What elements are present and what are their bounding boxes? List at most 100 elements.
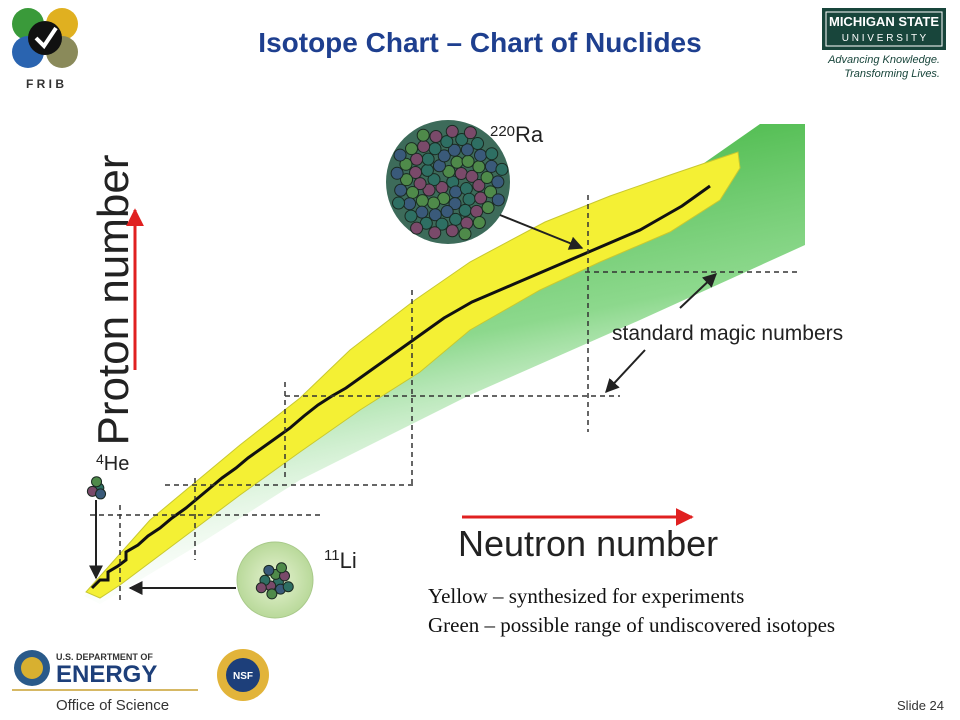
nucleon: [405, 142, 419, 156]
nucleon: [428, 142, 442, 156]
nsf-logo: NSF: [217, 649, 269, 701]
magic-label: standard magic numbers: [612, 322, 843, 345]
symbol: Ra: [515, 122, 544, 147]
nucleon: [255, 582, 267, 594]
nucleon: [459, 182, 473, 196]
msu-tagline: Transforming Lives.: [844, 68, 940, 80]
nucleon: [399, 157, 413, 171]
nucleon: [472, 215, 486, 229]
he-nucleus: [86, 476, 107, 500]
nucleon: [91, 476, 103, 488]
x-axis-label: Neutron number: [458, 523, 718, 564]
nucleon: [403, 197, 417, 211]
nucleon: [266, 588, 278, 600]
msu-university: U N I V E R S I T Y: [842, 33, 927, 44]
nucleon: [440, 135, 454, 149]
nucleon: [422, 183, 436, 197]
mass: 11: [324, 547, 340, 564]
nucleon: [460, 143, 474, 157]
nucleon: [445, 224, 459, 238]
nucleon: [455, 133, 469, 147]
nucleon: [413, 177, 427, 191]
frib-logo: [12, 8, 78, 68]
nucleon: [480, 170, 494, 184]
doe-line2: ENERGY: [56, 661, 157, 688]
nucleon: [392, 196, 406, 210]
nucleon: [448, 197, 462, 211]
y-axis-label: Proton number: [89, 154, 138, 445]
nucleon: [484, 185, 498, 199]
symbol: He: [104, 453, 130, 475]
nucleon: [474, 191, 488, 205]
nucleon: [427, 173, 441, 187]
nucleon: [427, 196, 441, 210]
arrow: [605, 349, 646, 394]
nucleon: [491, 193, 505, 207]
nucleon: [95, 488, 107, 500]
nucleon: [263, 564, 275, 576]
he-label: 4He: [96, 451, 129, 475]
arrow: [499, 214, 584, 250]
nucleon: [465, 169, 479, 183]
nucleon: [416, 128, 430, 142]
stability-line: [90, 184, 711, 590]
ra-label: 220Ra: [490, 122, 544, 147]
nucleon: [462, 192, 476, 206]
nucleon: [472, 179, 486, 193]
nucleon: [481, 201, 495, 215]
nucleon: [409, 166, 423, 180]
arrow: [679, 273, 718, 309]
nucleon: [458, 203, 472, 217]
nucleon: [449, 185, 463, 199]
nucleon: [449, 212, 463, 226]
nucleon: [428, 208, 442, 222]
nucleon: [394, 183, 408, 197]
slide-number: Slide 24: [897, 698, 944, 713]
nucleon: [393, 148, 407, 162]
nucleon: [485, 147, 499, 161]
nucleon: [461, 154, 475, 168]
msu-logo: MICHIGAN STATE U N I V E R S I T Y Advan…: [822, 8, 946, 80]
nucleon: [442, 164, 456, 178]
nucleon: [400, 173, 414, 187]
ra-nucleus: [386, 120, 510, 244]
symbol: Li: [340, 548, 357, 573]
nucleon: [428, 226, 442, 240]
title: Isotope Chart – Chart of Nuclides: [258, 27, 701, 58]
nucleon: [282, 581, 294, 593]
yellow-region: [85, 151, 741, 599]
nuclide-chart: [84, 124, 805, 604]
doe-logo: U.S. DEPARTMENT OF ENERGY Office of Scie…: [12, 650, 198, 714]
nucleon: [435, 217, 449, 231]
nucleon: [420, 163, 434, 177]
nucleon: [410, 221, 424, 235]
nucleon: [445, 124, 459, 138]
nucleon: [421, 152, 435, 166]
li-nucleus: [255, 562, 294, 600]
nucleon: [458, 227, 472, 241]
legend-yellow: Yellow – synthesized for experiments: [428, 584, 744, 608]
nucleon: [460, 216, 474, 230]
nucleon: [472, 160, 486, 174]
mass: 4: [96, 451, 104, 467]
nucleon: [454, 167, 468, 181]
nucleon: [463, 126, 477, 140]
mass: 220: [490, 123, 515, 140]
nucleon: [447, 143, 461, 157]
nucleon: [417, 139, 431, 153]
nucleon: [390, 166, 404, 180]
nucleon: [440, 205, 454, 219]
li-label: 11Li: [324, 547, 357, 573]
nucleon: [404, 209, 418, 223]
legend-green: Green – possible range of undiscovered i…: [428, 613, 835, 637]
nucleon: [450, 155, 464, 169]
doe-line3: Office of Science: [56, 697, 169, 714]
nucleon: [410, 152, 424, 166]
nucleon: [406, 185, 420, 199]
frib-label: F R I B: [26, 77, 64, 91]
nucleon: [437, 149, 451, 163]
nucleon: [491, 175, 505, 189]
magic-lines: [90, 195, 800, 600]
nucleon: [471, 137, 485, 151]
